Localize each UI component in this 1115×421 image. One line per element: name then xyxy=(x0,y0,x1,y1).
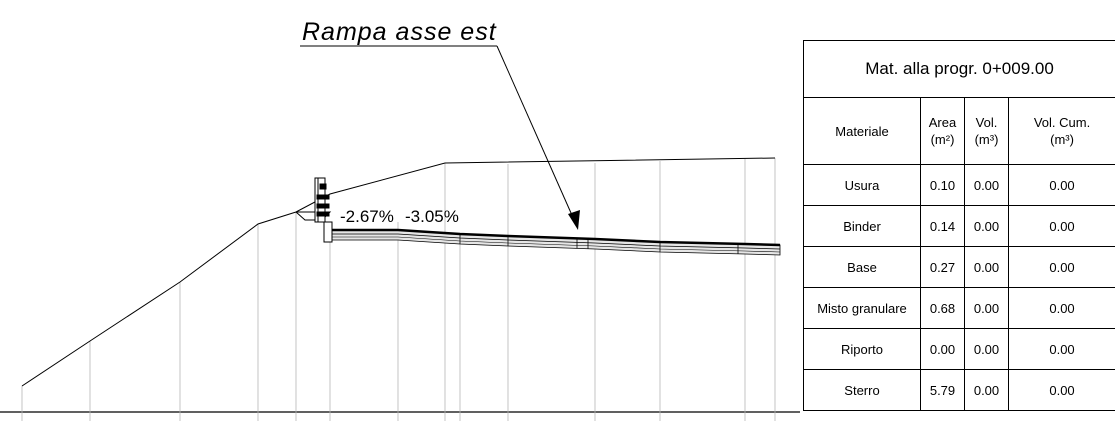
cell-area: 0.00 xyxy=(920,328,965,370)
cell-vol: 0.00 xyxy=(964,328,1009,370)
header-area: Area (m²) xyxy=(920,97,965,165)
cell-materiale: Riporto xyxy=(803,328,921,370)
cell-area: 0.68 xyxy=(920,287,965,329)
table-row: Usura 0.10 0.00 0.00 xyxy=(803,164,1115,206)
station-lines xyxy=(21,158,776,421)
curb xyxy=(323,221,333,243)
table-row: Misto granulare 0.68 0.00 0.00 xyxy=(803,287,1115,329)
cell-vol-cum: 0.00 xyxy=(1007,164,1115,206)
table-title-row: Mat. alla progr. 0+009.00 xyxy=(802,40,1115,98)
cell-materiale: Usura xyxy=(803,164,921,206)
table-row: Base 0.27 0.00 0.00 xyxy=(803,246,1115,288)
cell-vol-cum: 0.00 xyxy=(1007,246,1115,288)
road-pavement xyxy=(329,228,781,256)
cell-area: 0.14 xyxy=(920,205,965,247)
cell-area: 0.27 xyxy=(920,246,965,288)
slope-label-1: -2.67% xyxy=(340,207,394,226)
cell-area: 5.79 xyxy=(920,369,965,411)
cell-materiale: Binder xyxy=(803,205,921,247)
leader-line xyxy=(496,45,576,223)
cell-materiale: Base xyxy=(803,246,921,288)
table-title: Mat. alla progr. 0+009.00 xyxy=(802,40,1115,98)
slope-label-2: -3.05% xyxy=(405,207,459,226)
table-row: Sterro 5.79 0.00 0.00 xyxy=(803,369,1115,411)
table-row: Binder 0.14 0.00 0.00 xyxy=(803,205,1115,247)
cell-materiale: Sterro xyxy=(803,369,921,411)
leader-arrow-icon xyxy=(568,210,580,230)
header-vol-cum: Vol. Cum. (m³) xyxy=(1007,97,1115,165)
cell-vol-cum: 0.00 xyxy=(1007,328,1115,370)
header-vol: Vol. (m³) xyxy=(964,97,1009,165)
cross-section-drawing: Rampa asse est -2.67% -3.05% xyxy=(0,18,800,421)
cell-vol: 0.00 xyxy=(964,369,1009,411)
table-row: Riporto 0.00 0.00 0.00 xyxy=(803,328,1115,370)
cell-vol-cum: 0.00 xyxy=(1007,287,1115,329)
cell-vol: 0.00 xyxy=(964,205,1009,247)
materials-table: Mat. alla progr. 0+009.00 Materiale Area… xyxy=(802,40,1115,411)
cell-vol: 0.00 xyxy=(964,246,1009,288)
cell-vol: 0.00 xyxy=(964,287,1009,329)
header-materiale: Materiale xyxy=(803,97,921,165)
terrain-profile xyxy=(21,157,776,387)
cell-vol-cum: 0.00 xyxy=(1007,369,1115,411)
guardrail xyxy=(314,177,330,223)
table-header-row: Materiale Area (m²) Vol. (m³) Vol. Cum. (m³… xyxy=(803,97,1115,165)
drawing-title: Rampa asse est xyxy=(302,18,497,46)
cell-materiale: Misto granulare xyxy=(803,287,921,329)
cell-vol-cum: 0.00 xyxy=(1007,205,1115,247)
cell-area: 0.10 xyxy=(920,164,965,206)
cell-vol: 0.00 xyxy=(964,164,1009,206)
